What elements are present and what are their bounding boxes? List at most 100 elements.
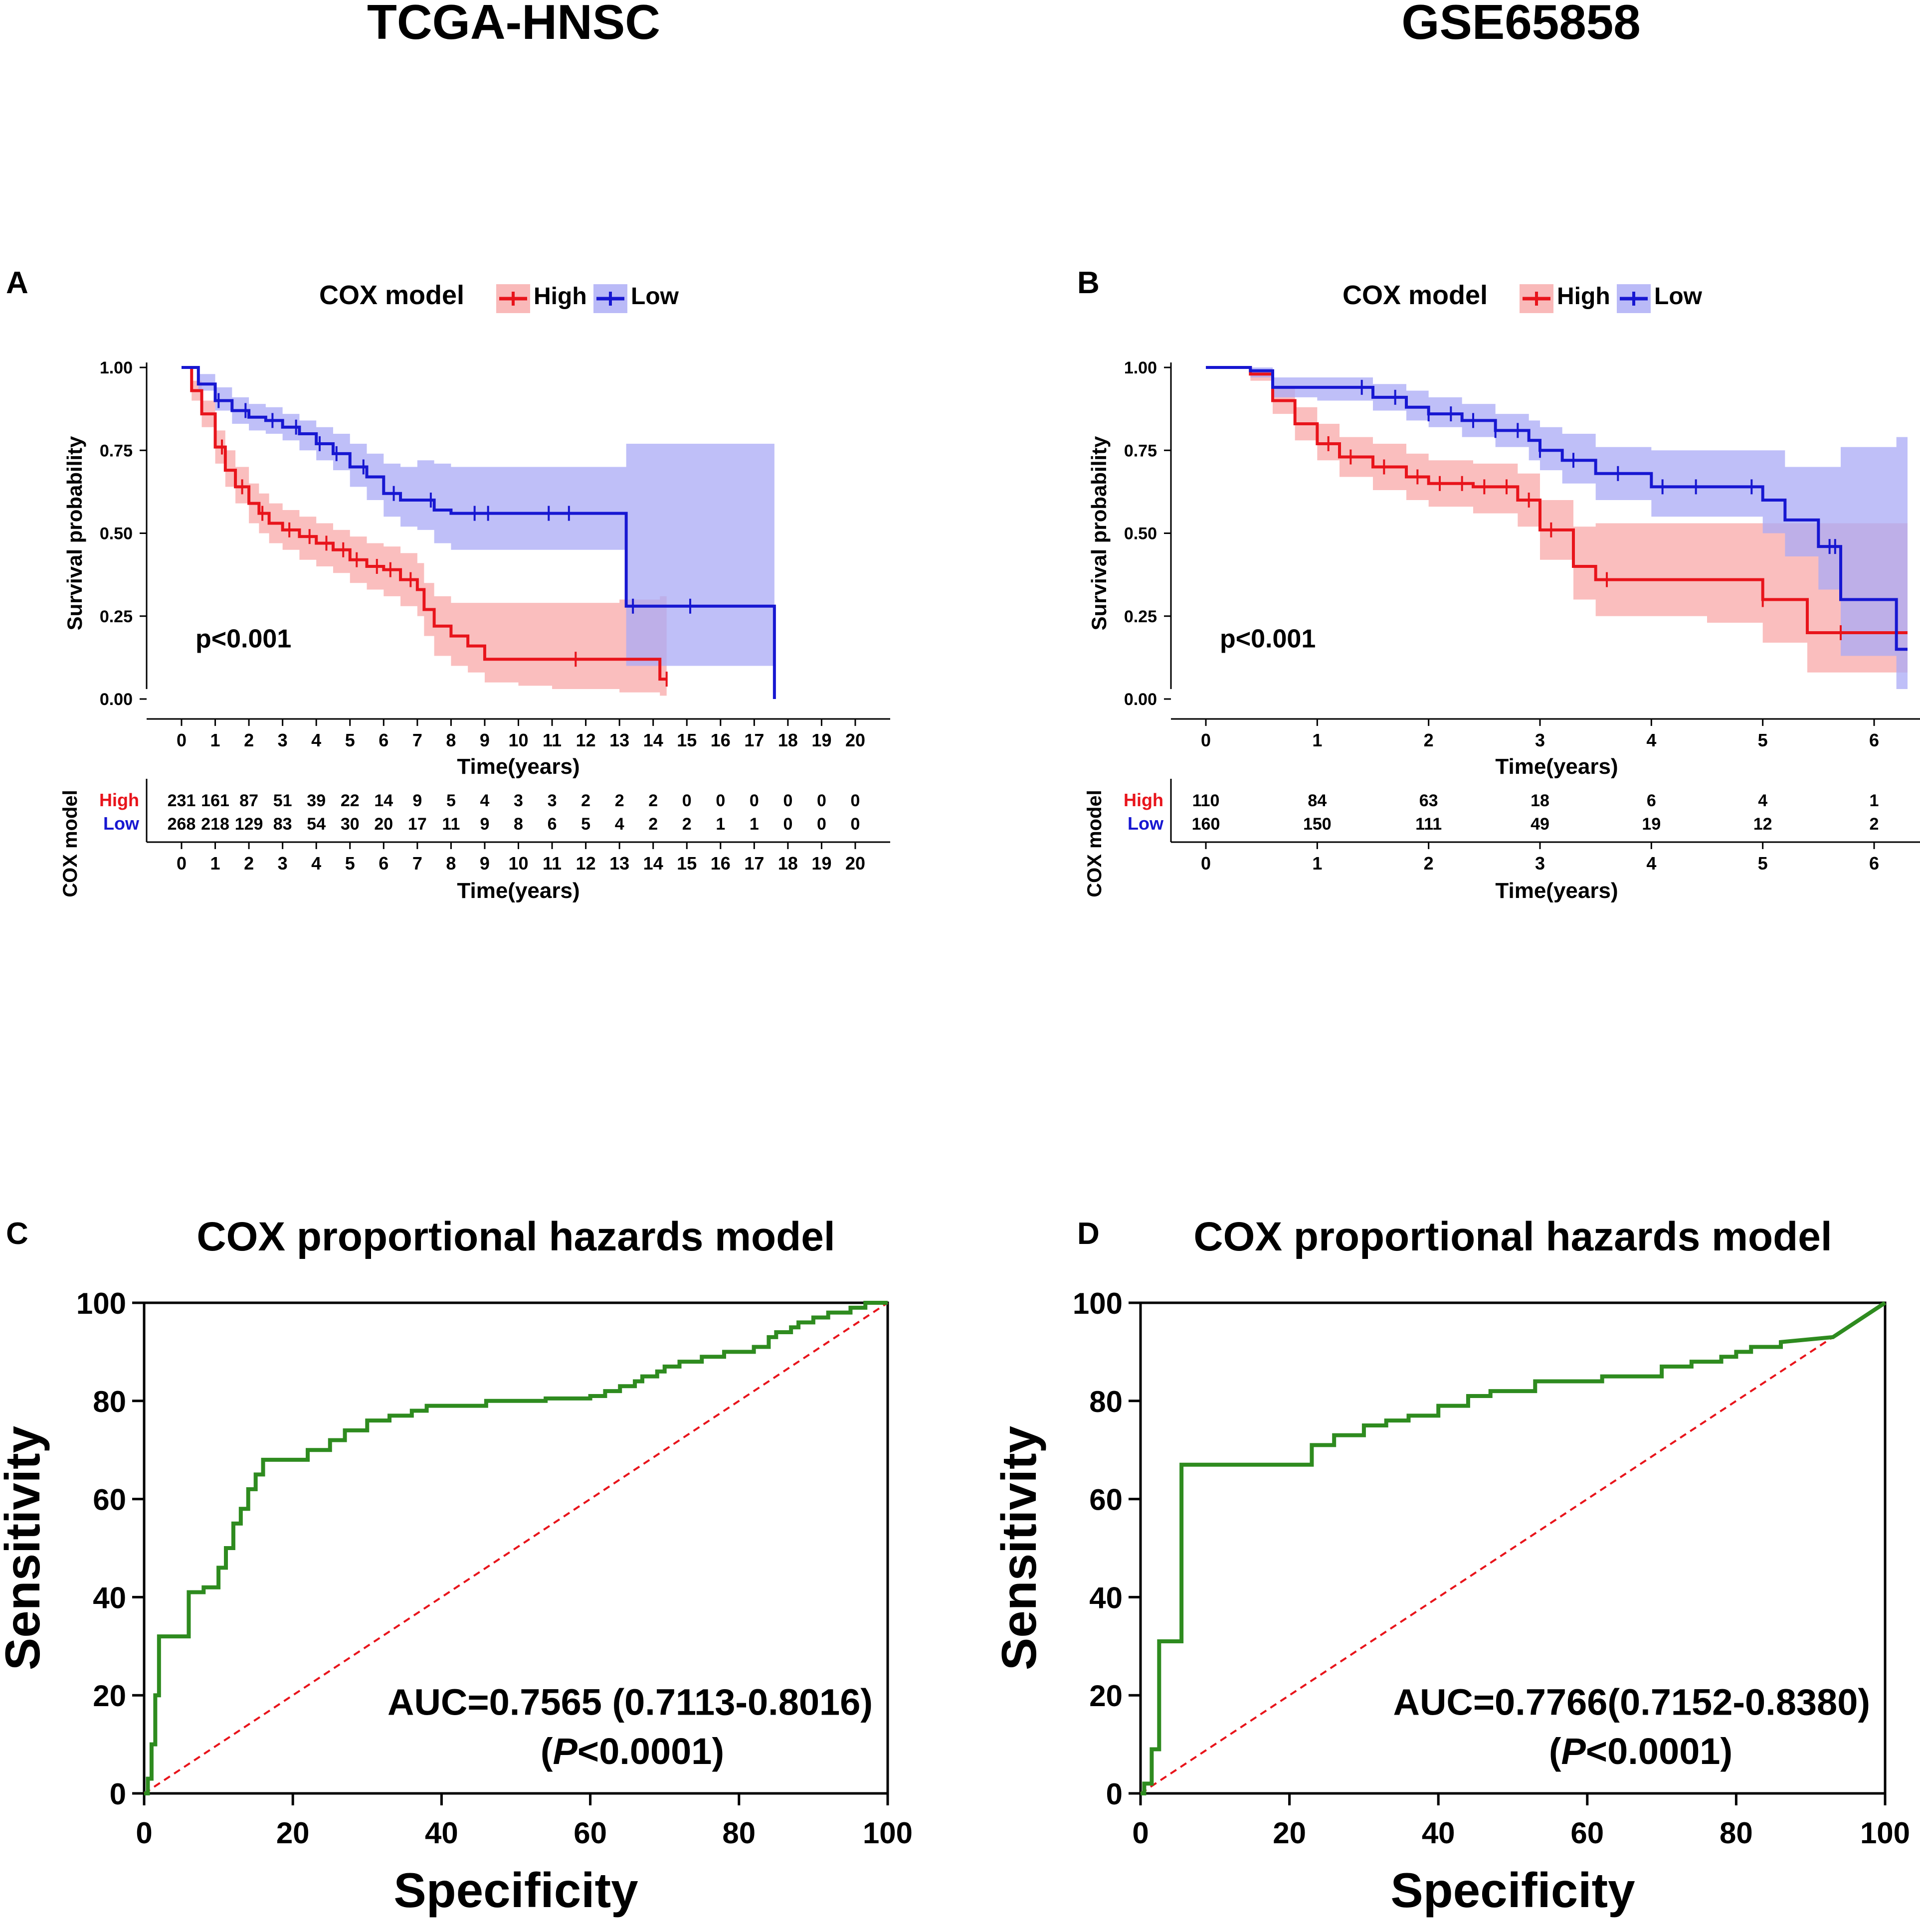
y-tick-label: 0 xyxy=(1106,1777,1123,1811)
risk-count: 161 xyxy=(201,791,229,810)
risk-count: 2 xyxy=(648,791,658,810)
x-tick-label: 15 xyxy=(677,730,697,750)
risk-count: 9 xyxy=(412,791,422,810)
risk-count: 54 xyxy=(307,815,326,834)
x-tick-label: 2 xyxy=(244,730,254,750)
risk-x-tick-label: 5 xyxy=(345,853,355,874)
reference-diagonal xyxy=(1140,1302,1886,1794)
risk-count: 83 xyxy=(273,815,292,834)
risk-count: 17 xyxy=(408,815,427,834)
risk-count: 39 xyxy=(307,791,326,810)
risk-x-tick-label: 16 xyxy=(711,853,731,874)
reference-diagonal xyxy=(143,1302,889,1794)
risk-x-tick-label: 2 xyxy=(1424,853,1434,874)
risk-row-label-high: High xyxy=(1124,790,1163,810)
legend-title: COX model xyxy=(1343,280,1488,310)
x-tick-label: 60 xyxy=(1570,1816,1604,1850)
ci-band-high xyxy=(182,367,667,696)
risk-count: 0 xyxy=(817,791,826,810)
risk-count: 0 xyxy=(851,791,860,810)
risk-x-axis-label: Time(years) xyxy=(1495,878,1618,903)
x-tick-label: 13 xyxy=(609,730,629,750)
risk-count: 6 xyxy=(1647,791,1656,810)
x-tick-label: 18 xyxy=(778,730,798,750)
risk-x-tick-label: 4 xyxy=(311,853,321,874)
risk-x-tick-label: 15 xyxy=(677,853,697,874)
risk-count: 129 xyxy=(235,815,263,834)
x-tick-label: 100 xyxy=(1860,1816,1910,1850)
x-tick-label: 0 xyxy=(1201,730,1211,750)
x-tick-label: 4 xyxy=(311,730,321,750)
risk-x-tick-label: 20 xyxy=(845,853,865,874)
auc-label: AUC=0.7766(0.7152-0.8380) xyxy=(1393,1682,1870,1723)
risk-count: 0 xyxy=(851,815,860,834)
x-tick-label: 1 xyxy=(210,730,220,750)
risk-count: 4 xyxy=(1758,791,1767,810)
x-tick-label: 3 xyxy=(278,730,288,750)
p-value-label: (P<0.0001) xyxy=(1549,1731,1732,1772)
risk-count: 150 xyxy=(1303,815,1332,834)
legend-label-high: High xyxy=(1557,283,1610,310)
p-value-label: (P<0.0001) xyxy=(541,1731,724,1772)
y-axis-label: Survival probability xyxy=(63,436,86,630)
risk-x-tick-label: 17 xyxy=(744,853,764,874)
risk-x-tick-label: 14 xyxy=(643,853,663,874)
risk-x-tick-label: 6 xyxy=(1869,853,1879,874)
risk-count: 19 xyxy=(1642,815,1661,834)
risk-count: 2 xyxy=(648,815,658,834)
risk-count: 63 xyxy=(1419,791,1438,810)
risk-count: 22 xyxy=(341,791,360,810)
x-tick-label: 9 xyxy=(480,730,490,750)
y-tick-label: 20 xyxy=(93,1679,126,1713)
y-tick-label: 0.75 xyxy=(100,441,133,460)
risk-count: 2 xyxy=(1870,815,1879,834)
p-value-label: p<0.001 xyxy=(195,624,291,653)
x-tick-label: 0 xyxy=(1132,1816,1149,1850)
risk-count: 6 xyxy=(548,815,557,834)
y-tick-label: 80 xyxy=(93,1385,126,1418)
panel-label-c: C xyxy=(6,1217,28,1251)
risk-count: 87 xyxy=(239,791,258,810)
risk-count: 49 xyxy=(1531,815,1549,834)
risk-count: 3 xyxy=(548,791,557,810)
x-axis-label: Specificity xyxy=(393,1863,638,1918)
risk-x-tick-label: 5 xyxy=(1758,853,1768,874)
x-tick-label: 14 xyxy=(643,730,663,750)
survival-curve-low xyxy=(1206,366,1908,651)
plot-frame xyxy=(143,1301,889,1795)
risk-count: 11 xyxy=(442,815,460,834)
x-tick-label: 17 xyxy=(744,730,764,750)
survival-curve-low xyxy=(182,366,776,699)
risk-x-tick-label: 12 xyxy=(576,853,596,874)
risk-count: 14 xyxy=(374,791,393,810)
risk-x-tick-label: 9 xyxy=(480,853,490,874)
x-tick-label: 40 xyxy=(425,1816,458,1850)
x-tick-label: 6 xyxy=(1869,730,1879,750)
survival-curve-high xyxy=(182,366,667,681)
y-tick-label: 0.00 xyxy=(100,690,133,709)
risk-x-tick-label: 18 xyxy=(778,853,798,874)
x-tick-label: 1 xyxy=(1312,730,1322,750)
risk-count: 1 xyxy=(716,815,725,834)
legend-label-low: Low xyxy=(1654,283,1703,310)
roc-title: COX proportional hazards model xyxy=(1193,1214,1832,1259)
risk-count: 1 xyxy=(750,815,759,834)
y-tick-label: 0.50 xyxy=(100,525,133,543)
risk-x-tick-label: 2 xyxy=(244,853,254,874)
x-tick-label: 6 xyxy=(379,730,388,750)
risk-x-tick-label: 4 xyxy=(1646,853,1656,874)
roc-curve xyxy=(1141,1301,1887,1795)
risk-table-ylabel: COX model xyxy=(1084,790,1106,897)
x-tick-label: 80 xyxy=(722,1816,756,1850)
risk-count: 111 xyxy=(1415,815,1442,834)
roc-panel-d: COX proportional hazards model 0 20 40 60 80 1… xyxy=(991,1214,1910,1918)
risk-x-tick-label: 13 xyxy=(609,853,629,874)
legend-title: COX model xyxy=(319,280,464,310)
x-tick-label: 3 xyxy=(1535,730,1545,750)
risk-x-tick-label: 6 xyxy=(379,853,388,874)
risk-table-ylabel: COX model xyxy=(59,790,81,897)
x-tick-label: 5 xyxy=(1758,730,1768,750)
x-axis-label: Specificity xyxy=(1390,1863,1635,1918)
